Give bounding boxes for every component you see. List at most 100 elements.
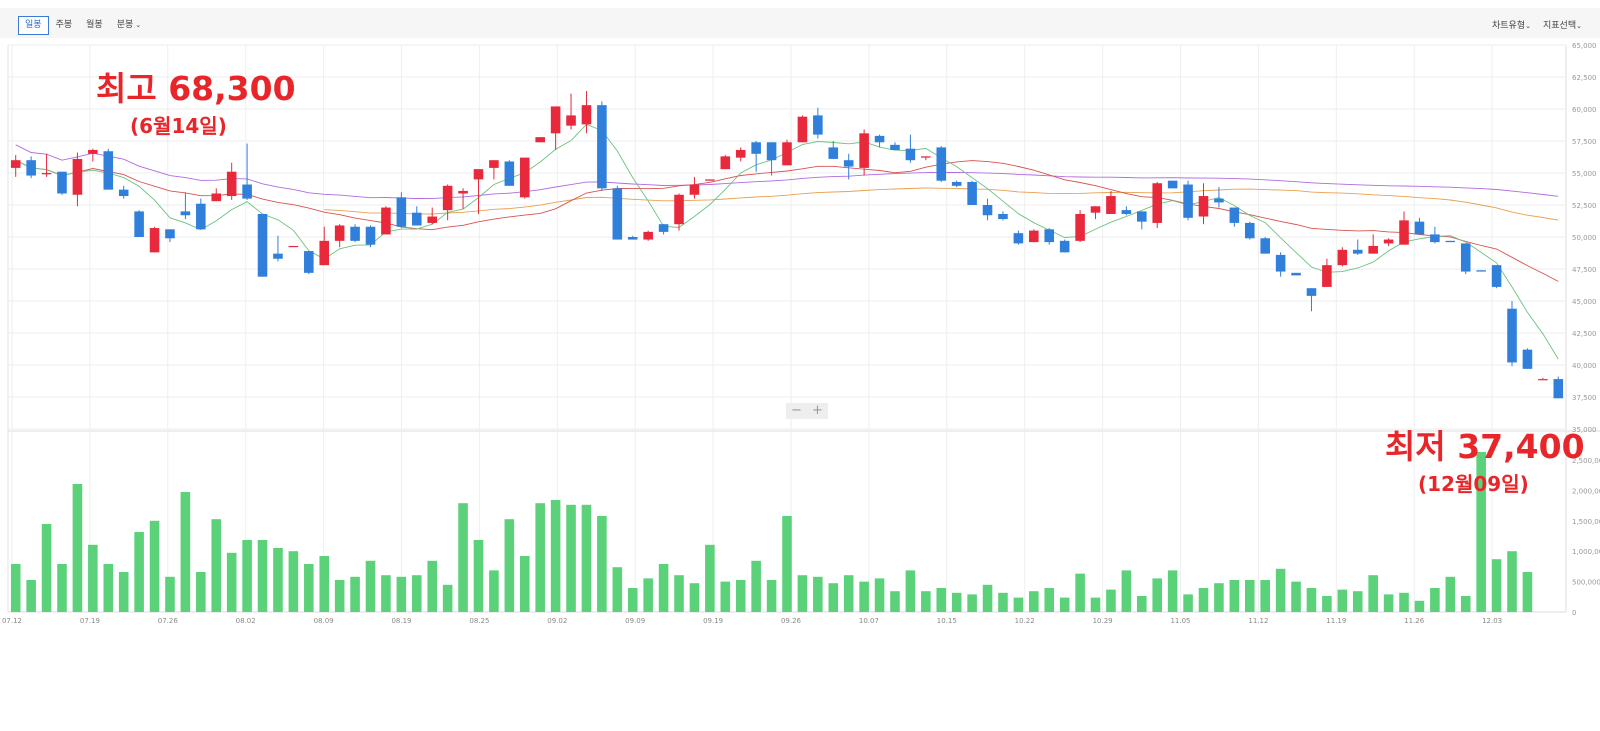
candle-body — [519, 157, 530, 198]
volume-bar — [905, 570, 916, 612]
volume-bar — [612, 567, 623, 612]
volume-bar — [674, 575, 684, 612]
volume-bar — [1291, 581, 1301, 612]
volume-tick-label: 1,000,000 — [1572, 548, 1600, 556]
candle-body — [674, 194, 684, 225]
volume-bar — [1260, 580, 1270, 612]
volume-bar — [1399, 592, 1409, 612]
candle-body — [365, 226, 376, 245]
ma20-line — [15, 159, 1559, 282]
date-tick-label: 11.26 — [1404, 617, 1425, 625]
volume-bar — [1445, 576, 1456, 612]
volume-bar — [813, 576, 823, 612]
candle-body — [180, 211, 191, 216]
candle-body — [1137, 211, 1147, 222]
candle-body — [951, 181, 962, 186]
volume-bar — [72, 484, 83, 612]
candle-body — [905, 148, 916, 161]
candle-body — [828, 147, 839, 159]
candle-body — [1414, 221, 1425, 235]
candle-body — [504, 161, 515, 186]
tab-minute-label: 분봉 — [116, 20, 134, 30]
volume-bar — [921, 591, 931, 612]
volume-bar — [566, 504, 576, 612]
candle-body — [550, 106, 561, 134]
volume-bar — [1229, 580, 1240, 612]
period-tabs: 일봉 주봉 월봉 분봉 ⌄ — [18, 16, 148, 35]
volume-bar — [1476, 452, 1486, 612]
candle-body — [1106, 196, 1116, 214]
candle-body — [1214, 198, 1224, 203]
tab-minute[interactable]: 분봉 ⌄ — [110, 16, 148, 35]
volume-bar — [535, 503, 545, 612]
candle-body — [257, 213, 268, 277]
date-tick-label: 10.22 — [1015, 617, 1035, 625]
candle-body — [442, 185, 453, 211]
volume-bar — [643, 578, 653, 612]
volume-bar — [689, 583, 700, 612]
volume-bar — [396, 576, 407, 612]
candle-body — [1075, 213, 1085, 241]
candle-body — [149, 228, 160, 253]
indicator-dropdown[interactable]: 지표선택⌄ — [1543, 18, 1582, 31]
candle-body — [689, 184, 700, 195]
volume-bar — [180, 492, 191, 612]
candle-body — [1029, 230, 1039, 243]
volume-bar — [658, 564, 669, 612]
chevron-down-icon: ⌄ — [135, 21, 142, 29]
date-tick-label: 09.02 — [547, 617, 567, 625]
volume-bar — [1507, 551, 1517, 612]
candle-body — [226, 171, 237, 197]
volume-bar — [1306, 588, 1317, 612]
date-tick-label: 10.07 — [859, 617, 879, 625]
volume-tick-label: 2,500,000 — [1572, 457, 1600, 465]
tab-monthly[interactable]: 월봉 — [86, 20, 103, 30]
ma120-line — [15, 144, 1559, 200]
volume-bar — [1198, 588, 1209, 612]
volume-bar — [1430, 588, 1440, 612]
high-price-date: (6월14일) — [130, 114, 227, 138]
volume-bar — [381, 575, 391, 612]
volume-bar — [828, 583, 839, 612]
tab-weekly[interactable]: 주봉 — [55, 20, 73, 30]
tab-daily[interactable]: 일봉 — [18, 16, 49, 35]
chart-type-dropdown[interactable]: 차트유형⌄ — [1492, 18, 1531, 31]
candle-body — [427, 216, 437, 223]
volume-bar — [41, 524, 52, 612]
zoom-out-button[interactable]: − — [791, 403, 802, 418]
candle-body — [890, 144, 900, 150]
volume-bar — [967, 594, 977, 612]
candle-body — [766, 142, 777, 161]
candle-body — [535, 137, 545, 143]
volume-bar — [26, 580, 36, 612]
candle-body — [304, 251, 314, 273]
volume-bar — [473, 540, 484, 612]
volume-tick-label: 500,000 — [1572, 579, 1600, 587]
volume-bar — [257, 540, 268, 612]
volume-bar — [735, 580, 746, 612]
candle-body — [843, 160, 854, 167]
date-tick-label: 10.29 — [1093, 617, 1113, 625]
candle-body — [273, 253, 283, 259]
indicator-label: 지표선택 — [1543, 21, 1577, 31]
volume-bar — [288, 551, 299, 612]
volume-bar — [1337, 589, 1348, 612]
date-tick-label: 11.05 — [1170, 617, 1190, 625]
candle-body — [566, 115, 576, 126]
volume-bar — [226, 552, 237, 612]
zoom-in-button[interactable]: + — [812, 403, 823, 418]
volume-bar — [149, 520, 160, 612]
candle-body — [72, 158, 83, 195]
volume-bar — [874, 578, 885, 612]
candle-body — [859, 133, 869, 168]
candle-body — [1368, 245, 1378, 254]
candle-body — [1430, 234, 1440, 243]
candle-body — [797, 116, 808, 143]
candle-body — [967, 181, 977, 205]
candle-body — [1275, 254, 1286, 272]
volume-bar — [936, 588, 947, 612]
candle-body — [10, 160, 21, 168]
volume-tick-label: 2,000,000 — [1572, 487, 1600, 495]
date-tick-label: 07.19 — [80, 617, 100, 625]
